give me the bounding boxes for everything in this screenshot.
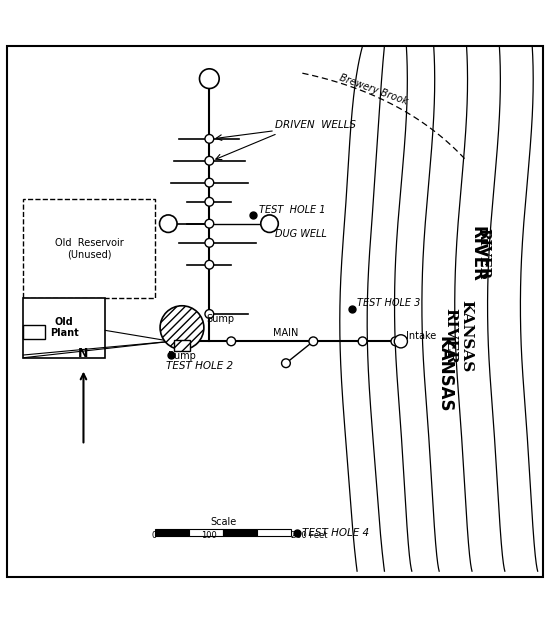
Circle shape: [200, 69, 219, 88]
Text: KANSAS: KANSAS: [436, 336, 454, 412]
Text: Scale: Scale: [210, 516, 236, 527]
Bar: [174, 340, 190, 351]
Text: Brewery Brook: Brewery Brook: [338, 73, 409, 107]
Circle shape: [261, 215, 278, 233]
Circle shape: [309, 337, 318, 346]
Text: Old  Reservoir
(Unused): Old Reservoir (Unused): [54, 238, 123, 259]
Text: 0: 0: [152, 531, 157, 540]
Circle shape: [205, 238, 214, 247]
Text: DRIVEN  WELLS: DRIVEN WELLS: [275, 120, 356, 130]
Bar: [23, 325, 45, 339]
Text: 100: 100: [201, 531, 217, 540]
Text: KANSAS
RIVER: KANSAS RIVER: [443, 300, 474, 372]
Bar: [189, 529, 223, 536]
Circle shape: [205, 260, 214, 269]
Circle shape: [205, 178, 214, 187]
Text: Pump: Pump: [168, 352, 196, 362]
Circle shape: [205, 310, 214, 318]
Circle shape: [205, 135, 214, 143]
Text: RIVER: RIVER: [476, 228, 490, 280]
Text: Sump: Sump: [207, 314, 235, 324]
Circle shape: [282, 359, 290, 368]
Bar: [155, 529, 189, 536]
Text: Old
Plant: Old Plant: [50, 317, 79, 339]
Bar: [23, 199, 155, 297]
Circle shape: [394, 335, 408, 348]
Text: TEST  HOLE 1: TEST HOLE 1: [258, 205, 325, 215]
Circle shape: [391, 337, 400, 346]
Circle shape: [358, 337, 367, 346]
Text: DUG WELL: DUG WELL: [275, 230, 327, 239]
Bar: [257, 529, 292, 536]
Circle shape: [205, 219, 214, 228]
Circle shape: [160, 306, 204, 350]
Text: RIVER: RIVER: [469, 226, 486, 282]
Bar: [23, 297, 106, 358]
Text: N: N: [78, 347, 89, 360]
Circle shape: [205, 156, 214, 165]
Circle shape: [205, 197, 214, 206]
Circle shape: [160, 215, 177, 233]
Text: TEST HOLE 4: TEST HOLE 4: [302, 528, 370, 537]
Bar: [223, 529, 257, 536]
Text: 200 Feet: 200 Feet: [292, 531, 328, 540]
Text: MAIN: MAIN: [273, 328, 299, 338]
Circle shape: [227, 337, 235, 346]
Text: TEST HOLE 2: TEST HOLE 2: [166, 361, 233, 371]
Text: TEST HOLE 3: TEST HOLE 3: [357, 298, 420, 308]
Text: Intake: Intake: [406, 331, 437, 341]
